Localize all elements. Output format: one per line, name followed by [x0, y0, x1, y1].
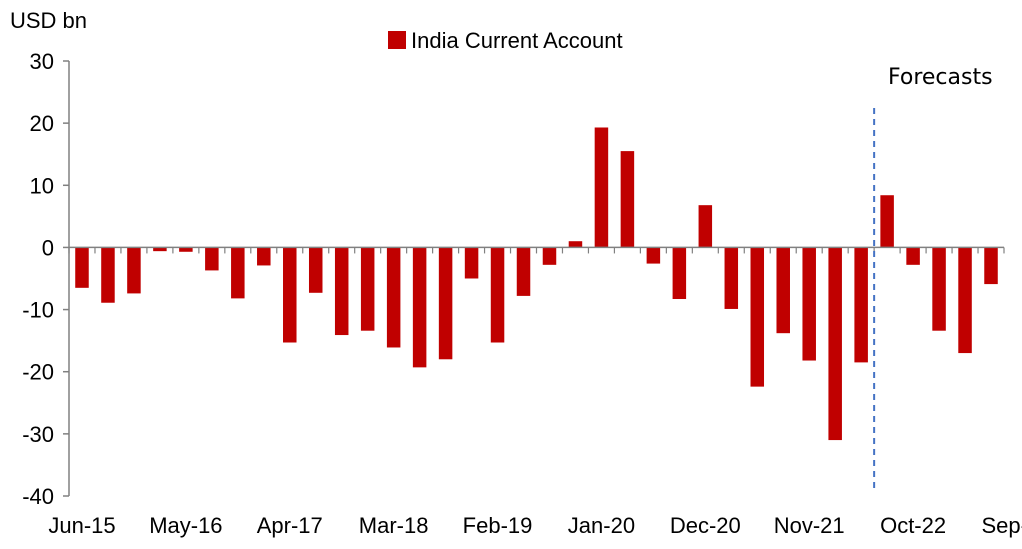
- x-tick-label: Sep-23: [982, 513, 1022, 538]
- x-tick-label: Mar-18: [359, 513, 429, 538]
- bar: [464, 247, 479, 279]
- bar: [594, 127, 609, 248]
- forecast-annotation: Forecasts: [888, 65, 993, 90]
- x-tick-label: Nov-21: [774, 513, 845, 538]
- y-tick-label: 20: [30, 111, 54, 136]
- bar: [412, 247, 427, 368]
- legend: India Current Account: [388, 28, 623, 53]
- bar: [568, 241, 583, 248]
- bar: [205, 247, 219, 271]
- bar: [854, 247, 868, 363]
- bar: [880, 195, 894, 248]
- bar: [386, 247, 401, 348]
- bar: [620, 151, 635, 248]
- bar: [438, 247, 453, 360]
- bar: [724, 247, 739, 309]
- bar: [360, 247, 375, 331]
- y-tick-label: -20: [22, 360, 54, 385]
- bar: [828, 247, 842, 441]
- x-tick-label: Jan-20: [568, 513, 635, 538]
- bar: [75, 247, 89, 288]
- x-tick-label: May-16: [149, 513, 222, 538]
- bar: [802, 247, 816, 361]
- legend-label: India Current Account: [411, 28, 623, 53]
- x-tick-label: Feb-19: [463, 513, 533, 538]
- bar: [542, 247, 557, 265]
- bar: [932, 247, 946, 331]
- bar: [153, 247, 167, 252]
- bar: [179, 247, 193, 252]
- bar: [646, 247, 661, 264]
- x-tick-label: Oct-22: [880, 513, 946, 538]
- bar: [906, 247, 920, 265]
- x-tick-label: Apr-17: [257, 513, 323, 538]
- bar: [334, 247, 349, 336]
- bar: [257, 247, 271, 266]
- bar: [750, 247, 765, 387]
- x-tick-label: Dec-20: [670, 513, 741, 538]
- y-tick-label: 30: [30, 49, 54, 74]
- bar: [101, 247, 115, 303]
- bar: [958, 247, 972, 354]
- bar: [698, 205, 713, 248]
- bar: [308, 247, 323, 293]
- x-axis: Jun-15 May-16 Apr-17 Mar-18 Feb-19 Jan-20 Dec-…: [48, 246, 1022, 538]
- bar: [231, 247, 245, 299]
- bar: [984, 247, 998, 285]
- y-tick-label: -10: [22, 298, 54, 323]
- y-tick-label: -30: [22, 422, 54, 447]
- y-unit-label: USD bn: [10, 8, 87, 33]
- bar-series: [75, 127, 998, 441]
- y-tick-label: 10: [30, 173, 54, 198]
- legend-swatch: [388, 31, 406, 49]
- bar: [516, 247, 531, 296]
- y-tick-label: -40: [22, 484, 54, 509]
- bar: [776, 247, 790, 334]
- y-tick-label: 0: [42, 235, 54, 260]
- bar: [127, 247, 141, 294]
- bar: [283, 247, 297, 343]
- x-tick-label: Jun-15: [48, 513, 115, 538]
- y-axis: 30 20 10 0 -10 -20 -30 -40: [22, 49, 70, 509]
- bar: [490, 247, 505, 343]
- bar: [672, 247, 687, 300]
